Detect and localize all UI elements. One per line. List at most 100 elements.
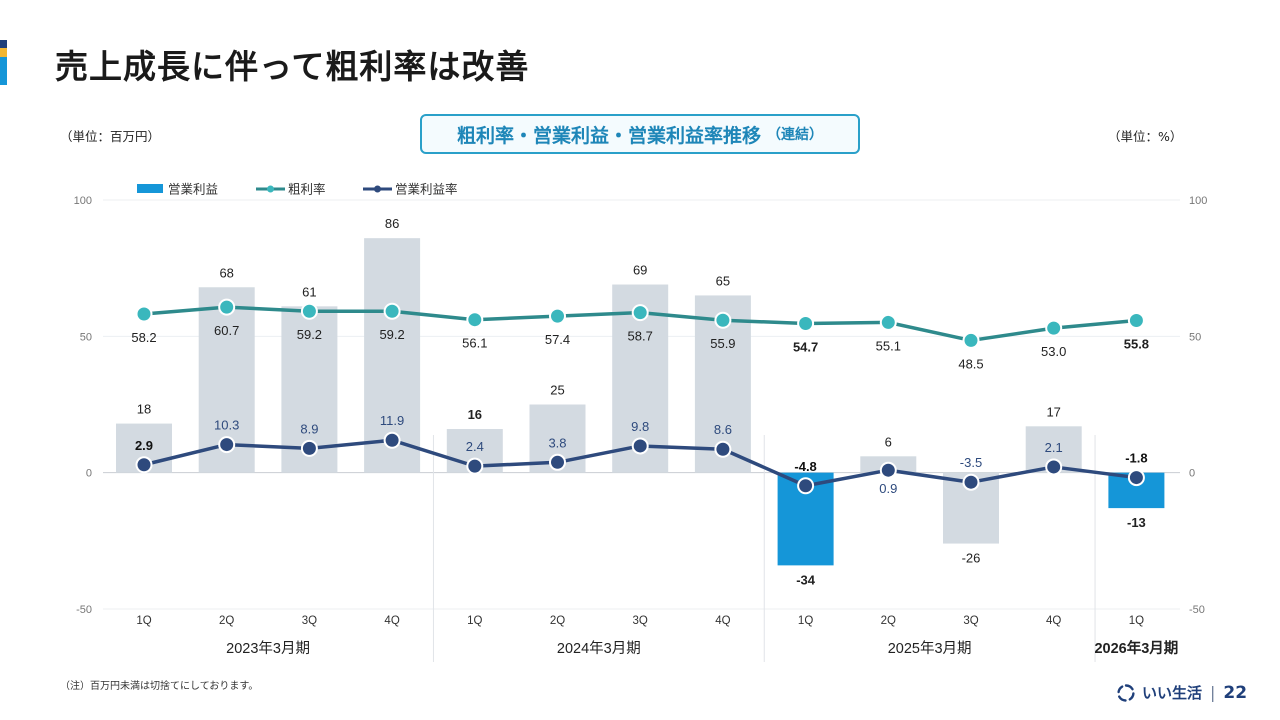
brand: いい生活 | 22 <box>1116 682 1247 703</box>
legend-marker-op-margin <box>374 185 381 193</box>
op-margin-label: -1.8 <box>1125 451 1147 466</box>
bar-value-label: 65 <box>716 273 730 288</box>
chart-title-box: 粗利率・営業利益・営業利益率推移 （連結） <box>420 114 860 154</box>
legend-label-gross-margin: 粗利率 <box>288 182 326 197</box>
op-margin-label: 9.8 <box>631 419 649 434</box>
x-tick-label: 4Q <box>1046 615 1061 627</box>
gross-margin-point <box>466 311 484 329</box>
page-number: 22 <box>1223 682 1248 703</box>
accent-bar-top <box>0 40 7 48</box>
gross-margin-label: 59.2 <box>297 327 322 342</box>
gross-margin-label: 48.5 <box>958 356 983 371</box>
period-label: 2025年3月期 <box>888 640 972 657</box>
y-tick-label-left: 100 <box>74 195 92 207</box>
op-margin-point <box>549 453 566 471</box>
op-margin-label: 0.9 <box>879 481 897 496</box>
op-margin-label: 8.6 <box>714 422 732 437</box>
y-tick-label-right: 0 <box>1189 468 1195 480</box>
op-margin-point <box>797 477 815 495</box>
op-margin-point <box>135 456 153 474</box>
chart-subtitle: （連結） <box>767 127 823 143</box>
x-tick-label: 3Q <box>633 615 648 627</box>
page-title: 売上成長に伴って粗利率は改善 <box>55 47 530 86</box>
accent-bar-mid <box>0 48 7 57</box>
op-margin-label: 10.3 <box>214 418 239 433</box>
bar-value-label: 86 <box>385 216 399 231</box>
gross-margin-point <box>1045 319 1063 337</box>
x-tick-label: 2Q <box>550 615 565 627</box>
gross-margin-point <box>797 315 815 333</box>
gross-margin-label: 60.7 <box>214 323 239 338</box>
x-tick-label: 3Q <box>963 615 978 627</box>
x-tick-label: 2Q <box>219 615 234 627</box>
bar-value-label: 25 <box>550 383 564 398</box>
gross-margin-label: 58.7 <box>628 329 653 344</box>
op-margin-point <box>962 473 980 491</box>
period-label: 2026年3月期 <box>1094 639 1178 657</box>
y-tick-label-right: 100 <box>1189 195 1207 207</box>
period-label: 2024年3月期 <box>557 640 641 657</box>
op-margin-point <box>1045 458 1063 476</box>
op-margin-point <box>218 436 236 454</box>
op-margin-label: 8.9 <box>300 421 318 436</box>
gross-margin-point <box>631 304 649 322</box>
op-margin-point <box>300 439 318 457</box>
gross-margin-point <box>962 331 980 349</box>
y-tick-label-left: -50 <box>76 604 92 616</box>
gross-margin-point <box>383 302 401 320</box>
gross-margin-label: 55.8 <box>1124 337 1149 352</box>
footnote: （注）百万円未満は切捨てにしております。 <box>60 681 259 692</box>
bar-value-label: 61 <box>302 284 316 299</box>
brand-logo-icon <box>1117 683 1135 702</box>
y-tick-label-right: -50 <box>1189 604 1205 616</box>
chart-title: 粗利率・営業利益・営業利益率推移 <box>456 124 761 147</box>
x-tick-label: 3Q <box>302 615 317 627</box>
unit-label-left: （単位：百万円） <box>60 129 161 144</box>
bar-value-label: 18 <box>137 402 151 417</box>
gross-margin-label: 59.2 <box>379 327 404 342</box>
legend-label-operating-profit: 営業利益 <box>168 182 218 197</box>
op-margin-point <box>466 457 484 475</box>
gross-margin-label: 58.2 <box>131 330 156 345</box>
x-tick-label: 1Q <box>798 615 813 627</box>
legend-marker-gross-margin <box>267 185 274 193</box>
op-margin-label: 3.8 <box>548 435 566 450</box>
gross-margin-label: 55.9 <box>710 336 735 351</box>
bar-value-label: -13 <box>1127 515 1146 530</box>
brand-name: いい生活 <box>1142 684 1203 702</box>
y-tick-label-right: 50 <box>1189 331 1201 343</box>
accent-bar-bottom <box>0 57 7 85</box>
period-label: 2023年3月期 <box>226 640 310 657</box>
gross-margin-point <box>714 311 732 329</box>
op-margin-point <box>879 461 897 479</box>
op-margin-label: 11.9 <box>380 413 404 428</box>
x-tick-label: 1Q <box>136 615 151 627</box>
bar-value-label: 69 <box>633 263 647 278</box>
op-margin-label: -3.5 <box>960 455 982 470</box>
x-tick-label: 4Q <box>715 615 730 627</box>
y-tick-label-left: 0 <box>86 468 92 480</box>
brand-separator: | <box>1210 683 1216 702</box>
legend-label-op-margin: 営業利益率 <box>395 182 458 197</box>
op-margin-point <box>383 431 401 449</box>
op-margin-label: -4.8 <box>794 459 816 474</box>
gross-margin-label: 55.1 <box>876 338 901 353</box>
gross-margin-point <box>218 298 236 316</box>
unit-label-right: （単位：%） <box>1108 129 1183 144</box>
op-margin-point <box>714 440 732 458</box>
bar-value-label: -26 <box>962 551 981 566</box>
x-tick-label: 4Q <box>384 615 399 627</box>
gross-margin-label: 54.7 <box>793 340 818 355</box>
op-margin-label: 2.9 <box>135 438 153 453</box>
x-tick-label: 1Q <box>467 615 482 627</box>
gross-margin-label: 56.1 <box>462 336 487 351</box>
bar-value-label: 16 <box>468 407 482 422</box>
x-tick-label: 1Q <box>1129 615 1144 627</box>
gross-margin-label: 53.0 <box>1041 344 1066 359</box>
bar-value-label: 6 <box>885 434 892 449</box>
op-margin-point <box>1127 469 1145 487</box>
bar-value-label: -34 <box>796 572 816 587</box>
bar-value-label: 17 <box>1046 404 1060 419</box>
gross-margin-point <box>300 302 318 320</box>
